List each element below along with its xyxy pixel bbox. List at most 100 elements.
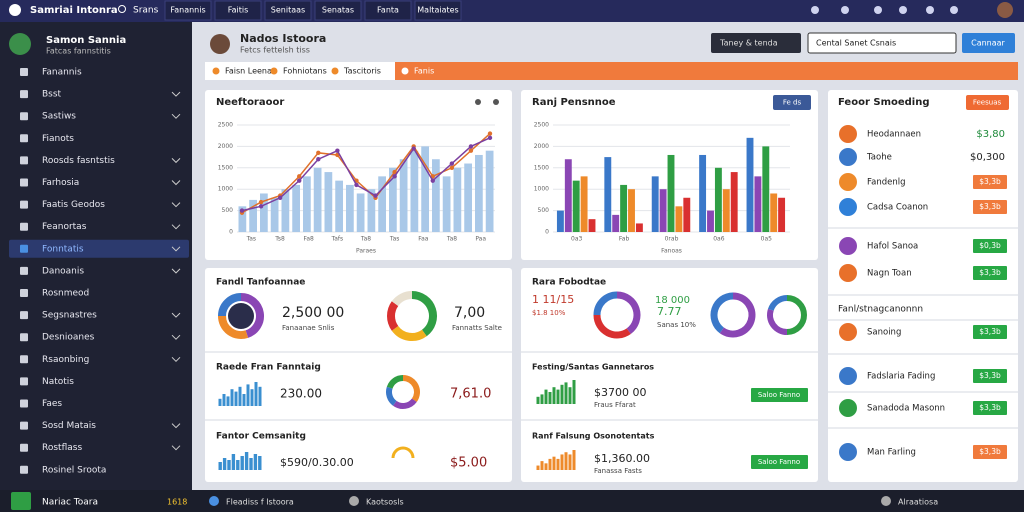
bottom-icon[interactable] bbox=[209, 496, 219, 506]
chevron[interactable] bbox=[171, 312, 181, 318]
chevron[interactable] bbox=[171, 224, 181, 230]
chevron[interactable] bbox=[171, 246, 181, 252]
top-icon[interactable] bbox=[926, 6, 934, 14]
action-button-text[interactable]: Saloo Fanno bbox=[758, 391, 800, 399]
top-tab[interactable] bbox=[314, 0, 362, 21]
menu-item[interactable]: Faes bbox=[42, 399, 62, 409]
top-tab-label[interactable]: Faitis bbox=[228, 6, 249, 15]
bar bbox=[556, 210, 564, 232]
search-dark-text[interactable]: Taney & tenda bbox=[719, 39, 778, 48]
menu-item[interactable]: Natotis bbox=[42, 377, 74, 387]
chevron[interactable] bbox=[171, 334, 181, 340]
panel-button[interactable] bbox=[773, 95, 811, 110]
tab[interactable]: Fanis bbox=[414, 67, 434, 76]
menu-item[interactable]: Fonntatis bbox=[42, 244, 84, 254]
spark-bar bbox=[552, 387, 556, 404]
top-icon[interactable] bbox=[841, 6, 849, 14]
menu-item[interactable]: Roosds fasntstis bbox=[42, 156, 115, 166]
menu-item[interactable]: Faatis Geodos bbox=[42, 200, 105, 210]
point bbox=[449, 161, 455, 166]
donut-segment bbox=[593, 291, 618, 316]
menu-item[interactable]: Bsst bbox=[42, 90, 62, 100]
action-button[interactable] bbox=[751, 455, 808, 469]
chevron[interactable] bbox=[171, 180, 181, 186]
spark-bar bbox=[560, 454, 564, 470]
menu-item[interactable]: Feanortas bbox=[42, 222, 87, 232]
tab[interactable]: Fohniotans bbox=[283, 67, 327, 76]
menu-icon bbox=[20, 465, 28, 474]
top-icon[interactable] bbox=[874, 6, 882, 14]
header-button-text[interactable]: Cannaar bbox=[971, 39, 1005, 48]
chevron[interactable] bbox=[171, 356, 181, 363]
bottom-icon[interactable] bbox=[349, 496, 359, 506]
menu-item[interactable]: Danoanis bbox=[42, 266, 84, 276]
menu-item[interactable]: Sastiws bbox=[42, 112, 76, 122]
search-icon[interactable] bbox=[118, 5, 126, 13]
search-dark[interactable] bbox=[711, 33, 801, 53]
top-icon[interactable] bbox=[811, 6, 819, 14]
spark-bar bbox=[540, 461, 544, 470]
tab[interactable]: Tascitoris bbox=[343, 67, 381, 76]
bottom-item[interactable]: Alraatiosa bbox=[898, 498, 938, 507]
menu-item[interactable]: Rosinel Sroota bbox=[42, 465, 106, 475]
top-tab-label[interactable]: Maltaiates bbox=[417, 6, 458, 15]
bottom-item[interactable]: Fleadiss f Istoora bbox=[226, 498, 294, 507]
bottom-icon[interactable] bbox=[881, 496, 891, 506]
search-light[interactable] bbox=[807, 32, 957, 54]
y-tick-label: 1000 bbox=[534, 186, 549, 193]
chevron[interactable] bbox=[171, 113, 181, 119]
spark-bar bbox=[544, 389, 548, 404]
chevron[interactable] bbox=[171, 202, 181, 208]
menu-item[interactable]: Farhosia bbox=[42, 178, 79, 188]
header-button[interactable] bbox=[962, 33, 1015, 53]
chevron[interactable] bbox=[171, 268, 181, 274]
top-tab-label[interactable]: Senitaas bbox=[271, 6, 305, 15]
top-tab-label[interactable]: Senatas bbox=[322, 6, 354, 15]
bottom-item[interactable]: Kaotsosls bbox=[366, 498, 404, 507]
top-tab[interactable] bbox=[214, 0, 262, 21]
menu-item[interactable]: Sosd Matais bbox=[42, 421, 96, 431]
panel-icon[interactable] bbox=[475, 99, 481, 105]
top-search[interactable]: Srans bbox=[133, 6, 159, 16]
menu-item[interactable]: Fianots bbox=[42, 134, 74, 144]
tab[interactable]: Faisn Leena bbox=[225, 67, 272, 76]
point bbox=[297, 178, 302, 183]
tab-icon bbox=[401, 67, 409, 75]
x-tick-label: Faa bbox=[418, 236, 429, 243]
bar bbox=[464, 163, 472, 232]
top-avatar[interactable] bbox=[997, 2, 1013, 18]
top-icon[interactable] bbox=[950, 6, 958, 14]
menu-item[interactable]: Fanannis bbox=[42, 68, 82, 78]
menu-item[interactable]: Rosnmeod bbox=[42, 289, 89, 299]
top-tab-label[interactable]: Fanta bbox=[377, 6, 399, 15]
top-tab[interactable] bbox=[264, 0, 312, 21]
top-tab[interactable] bbox=[364, 0, 412, 21]
chevron[interactable] bbox=[171, 423, 181, 429]
donut-center bbox=[228, 303, 254, 329]
top-icon[interactable] bbox=[899, 6, 907, 14]
separators bbox=[205, 227, 1018, 429]
panel-button[interactable] bbox=[966, 95, 1009, 110]
chevron[interactable] bbox=[171, 158, 181, 164]
menu-item[interactable]: Rsaonbing bbox=[42, 355, 89, 365]
panel-button-text[interactable]: Fe ds bbox=[783, 99, 802, 107]
kpi-sub: Sanas 10% bbox=[657, 321, 696, 329]
spark-bar bbox=[222, 394, 226, 406]
menu-item[interactable]: Desnioanes bbox=[42, 333, 95, 343]
search-light-text[interactable]: Cental Sanet Csnais bbox=[816, 39, 896, 48]
menu-item[interactable]: Rostflass bbox=[42, 443, 82, 453]
action-button[interactable] bbox=[751, 388, 808, 402]
donut-segment bbox=[240, 293, 264, 338]
bar bbox=[572, 180, 580, 232]
menu-item[interactable]: Segsnastres bbox=[42, 311, 97, 321]
chevron[interactable] bbox=[171, 91, 181, 97]
panel-button-text[interactable]: Feesuas bbox=[973, 99, 1002, 107]
bar bbox=[324, 172, 333, 232]
panel-icon[interactable] bbox=[493, 99, 499, 105]
chevron[interactable] bbox=[171, 445, 181, 451]
top-tab[interactable] bbox=[414, 0, 462, 21]
top-tab-label[interactable]: Fanannis bbox=[170, 6, 205, 15]
top-tab[interactable] bbox=[164, 0, 212, 21]
x-tick-label: Tas bbox=[389, 236, 399, 243]
action-button-text[interactable]: Saloo Fanno bbox=[758, 458, 800, 466]
